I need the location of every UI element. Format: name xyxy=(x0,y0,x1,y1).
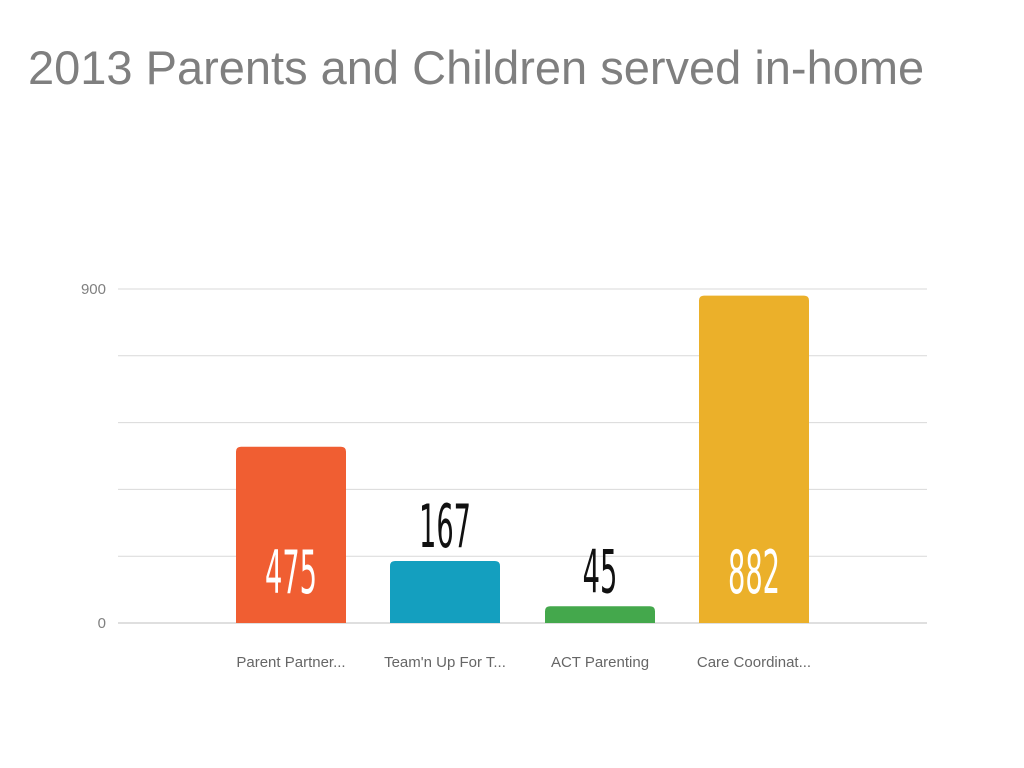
category-label: Parent Partner... xyxy=(236,654,345,671)
data-label: 882 xyxy=(728,538,780,607)
bar xyxy=(545,606,655,623)
y-tick-label: 0 xyxy=(98,615,106,632)
y-tick-label: 900 xyxy=(81,281,106,298)
data-label: 167 xyxy=(419,492,471,561)
category-label: ACT Parenting xyxy=(551,654,649,671)
bar xyxy=(236,446,346,623)
y-axis-ticks: 0 900 xyxy=(81,281,106,632)
category-label: Team'n Up For T... xyxy=(384,654,506,671)
page-title: 2013 Parents and Children served in-home xyxy=(28,41,925,94)
x-axis-labels: Parent Partner... Team'n Up For T... ACT P… xyxy=(236,654,811,671)
data-label: 45 xyxy=(583,537,618,606)
bar xyxy=(390,561,500,623)
category-label: Care Coordinat... xyxy=(697,654,811,671)
data-label: 475 xyxy=(265,538,317,607)
bars xyxy=(236,295,809,623)
data-labels: 475 167 45 882 xyxy=(265,492,780,607)
bar xyxy=(699,295,809,623)
